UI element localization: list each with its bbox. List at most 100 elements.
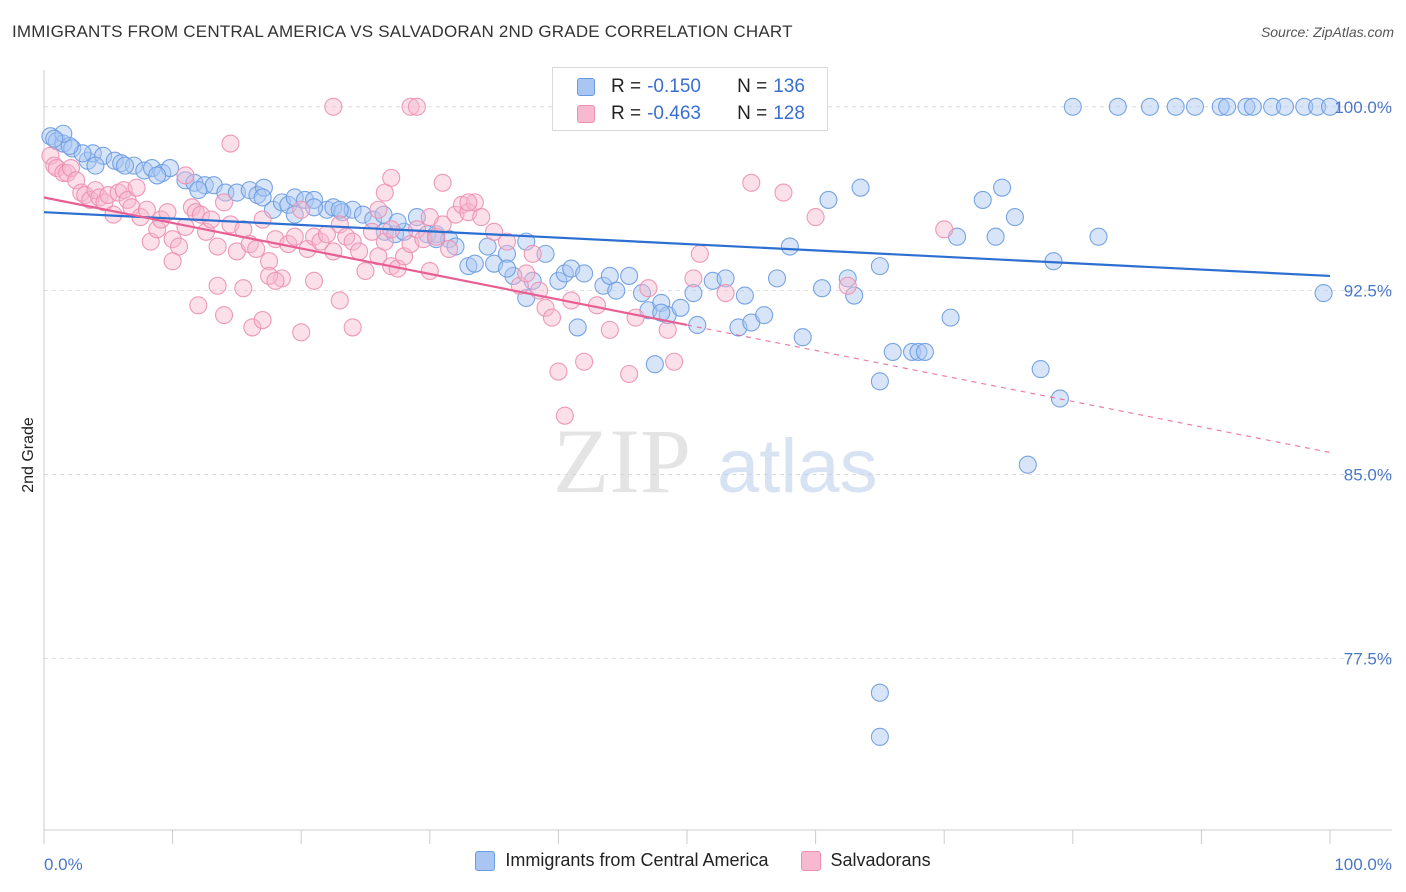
bottom-legend-swatch-pink [800, 850, 821, 871]
data-point [214, 306, 234, 325]
data-point [253, 311, 272, 330]
data-point [330, 200, 349, 219]
data-point [158, 203, 177, 222]
data-point [658, 320, 677, 339]
data-point [1218, 97, 1237, 116]
data-point [1320, 97, 1340, 116]
data-point [343, 318, 362, 337]
data-point [254, 178, 273, 197]
data-point [1314, 284, 1333, 303]
data-point [845, 286, 864, 305]
data-point [214, 193, 234, 212]
data-point [1211, 97, 1230, 116]
watermark-zip: ZIP [553, 410, 691, 512]
data-point [189, 181, 208, 200]
data-point [1140, 97, 1160, 116]
legend-n-label: N = [737, 103, 768, 124]
data-point [285, 227, 304, 246]
bottom-legend-swatch-blue [475, 850, 496, 871]
data-point [774, 183, 793, 202]
data-point [1063, 97, 1082, 116]
legend-r-label: R = [611, 103, 642, 124]
data-point [973, 190, 992, 209]
y-axis-label: 2nd Grade [20, 417, 37, 493]
data-point [343, 200, 362, 219]
data-point [401, 97, 420, 116]
data-point [243, 318, 262, 337]
data-point [716, 284, 735, 303]
data-point [575, 352, 594, 371]
data-point [369, 200, 388, 219]
bottom-legend-item-pink: Salvadorans [800, 850, 931, 871]
data-point [253, 188, 272, 207]
data-point [542, 308, 562, 327]
legend-n-value: 136 [773, 76, 805, 97]
data-point [1243, 97, 1262, 116]
data-point [86, 156, 105, 175]
series-salvadorans [41, 97, 954, 425]
data-point [440, 239, 459, 259]
data-point [517, 264, 536, 283]
data-point [684, 284, 703, 303]
data-point [575, 264, 594, 283]
data-point [819, 190, 838, 209]
data-point [690, 244, 709, 263]
data-point [1275, 97, 1295, 116]
data-point [324, 97, 343, 116]
y-tick-label: 100.0% [1334, 98, 1392, 117]
data-point [343, 232, 362, 251]
data-point [1263, 97, 1282, 116]
data-point [793, 328, 812, 347]
watermark-atlas: atlas [717, 424, 878, 509]
data-point [909, 342, 928, 361]
legend-swatch-blue [577, 78, 595, 96]
data-point [356, 261, 375, 281]
data-point [902, 342, 922, 361]
data-point [870, 372, 889, 391]
data-point [115, 156, 135, 175]
legend-row-pink: R = -0.463 N = 128 [577, 101, 805, 127]
data-point [536, 244, 555, 263]
data-point [459, 193, 478, 212]
data-point [639, 279, 658, 298]
data-point [1005, 208, 1024, 227]
bottom-legend-label-pink: Salvadorans [830, 850, 931, 870]
data-point [407, 208, 426, 227]
data-point [780, 237, 799, 256]
data-point [1308, 97, 1327, 116]
data-point [767, 269, 787, 288]
data-point [1031, 360, 1050, 379]
legend-r-value: -0.463 [647, 103, 701, 124]
axes [43, 70, 1392, 844]
data-point [838, 269, 857, 288]
data-point [993, 178, 1012, 197]
data-point [247, 239, 266, 259]
legend-n-label: N = [737, 76, 768, 97]
data-point [253, 210, 272, 229]
data-point [248, 185, 267, 205]
data-point [870, 257, 889, 276]
data-point [1089, 227, 1108, 246]
data-point [1108, 97, 1127, 116]
data-point [941, 308, 960, 327]
data-point [497, 259, 517, 278]
data-point [433, 173, 452, 192]
data-point [63, 139, 82, 158]
data-point [549, 362, 568, 381]
data-point [555, 406, 574, 425]
data-point [292, 323, 311, 342]
data-point [148, 166, 167, 185]
data-point [935, 220, 954, 239]
data-point [716, 269, 735, 288]
data-point [883, 342, 902, 361]
y-tick-label: 85.0% [1344, 466, 1392, 485]
data-point [626, 308, 645, 327]
x-tick-label: 0.0% [44, 855, 83, 874]
data-point [1185, 97, 1205, 116]
data-point [620, 364, 639, 384]
data-point [870, 683, 889, 702]
data-point [549, 271, 568, 290]
data-point [94, 146, 113, 165]
data-point [305, 271, 324, 290]
